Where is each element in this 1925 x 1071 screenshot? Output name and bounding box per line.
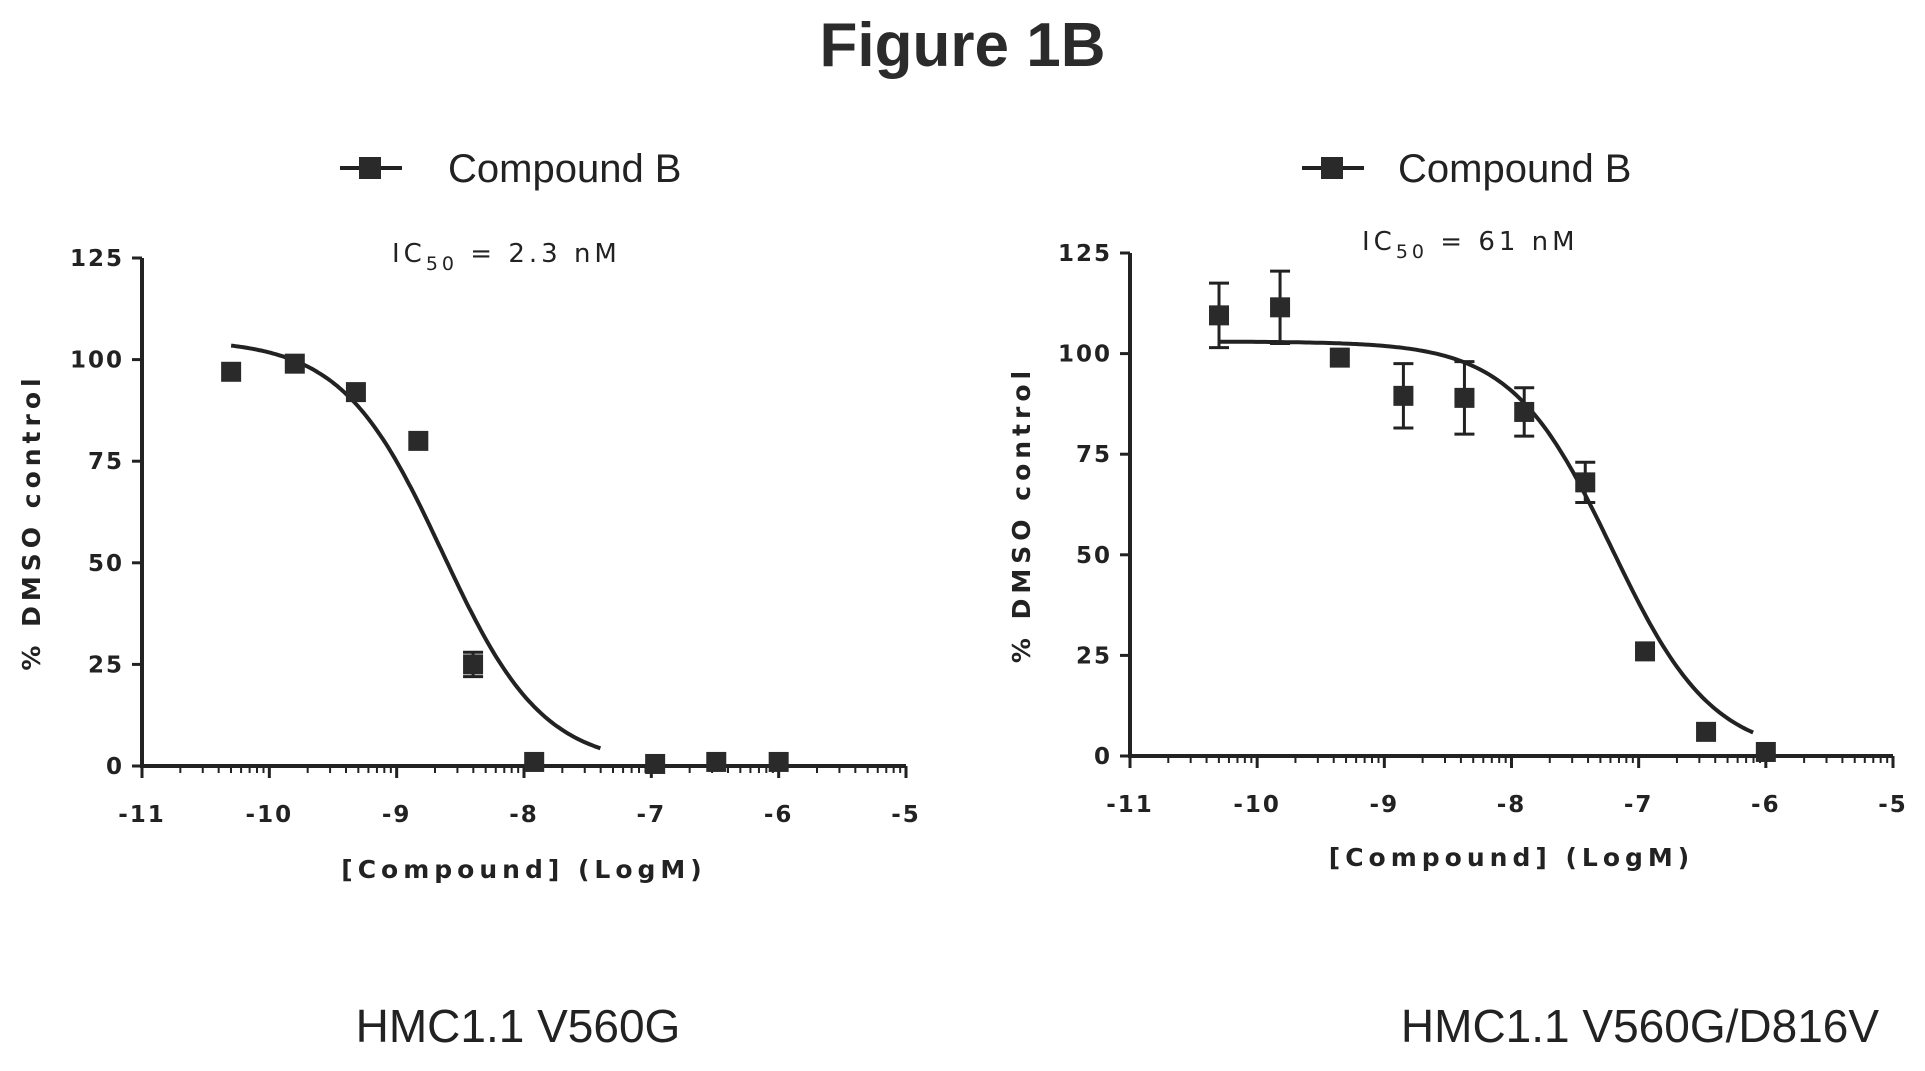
data-point — [1209, 305, 1230, 326]
legend-marker-icon — [1321, 157, 1343, 179]
ic50-annotation: IC50 = 2.3 nM — [392, 239, 621, 275]
chart-panel-left: Compound B IC50 = 2.3 nM 0 25 50 75 100 125 -11 -… — [17, 147, 921, 1052]
data-point — [706, 751, 727, 772]
panel-caption: HMC1.1 V560G/D816V — [1401, 1000, 1879, 1052]
data-point — [1270, 297, 1291, 318]
y-tick-label: 75 — [88, 449, 124, 475]
y-tick-label: 75 — [1076, 442, 1112, 468]
x-tick-label: -8 — [1497, 792, 1527, 818]
x-tick-label: -5 — [1878, 792, 1908, 818]
data-point — [284, 353, 305, 374]
data-point — [768, 751, 789, 772]
data-point — [1393, 385, 1414, 406]
figure-title: Figure 1B — [819, 11, 1106, 80]
x-tick-label: -5 — [891, 802, 921, 828]
data-point — [1755, 741, 1776, 762]
x-tick-label: -8 — [509, 802, 539, 828]
legend-entry: Compound B — [1398, 147, 1631, 191]
x-tick-label: -11 — [118, 802, 166, 828]
data-point — [1329, 347, 1350, 368]
data-point — [1454, 387, 1475, 408]
x-axis-title: [Compound] (LogM) — [341, 855, 706, 884]
y-axis-title: % DMSO control — [17, 373, 46, 670]
x-tick-label: -10 — [1233, 792, 1281, 818]
data-point — [645, 753, 666, 774]
data-point — [1575, 472, 1596, 493]
y-tick-label: 50 — [1076, 543, 1112, 569]
y-tick-label: 0 — [106, 754, 124, 780]
y-tick-label: 125 — [70, 246, 124, 272]
data-point — [1514, 401, 1535, 422]
x-tick-label: -6 — [764, 802, 794, 828]
panel-caption: HMC1.1 V560G — [356, 1000, 681, 1052]
y-tick-label: 50 — [88, 551, 124, 577]
data-point — [1696, 721, 1717, 742]
x-tick-label: -11 — [1106, 792, 1154, 818]
data-point — [524, 751, 545, 772]
y-tick-label: 25 — [1076, 643, 1112, 669]
data-point — [345, 382, 366, 403]
y-tick-label: 25 — [88, 652, 124, 678]
fit-curve — [1219, 339, 1754, 735]
y-tick-label: 100 — [1058, 342, 1112, 368]
y-tick-label: 125 — [1058, 241, 1112, 267]
x-axis-title: [Compound] (LogM) — [1329, 843, 1694, 872]
legend-marker-icon — [359, 157, 381, 179]
y-tick-label: 0 — [1094, 744, 1112, 770]
x-tick-label: -9 — [382, 802, 412, 828]
data-point — [1635, 641, 1656, 662]
y-axis-title: % DMSO control — [1007, 366, 1036, 663]
legend-entry: Compound B — [448, 147, 681, 191]
x-tick-label: -9 — [1370, 792, 1400, 818]
x-tick-label: -7 — [1624, 792, 1654, 818]
fit-curve — [230, 343, 602, 751]
data-point — [463, 654, 484, 675]
data-point — [221, 361, 242, 382]
ic50-annotation: IC50 = 61 nM — [1362, 227, 1579, 263]
chart-panel-right: Compound B IC50 = 61 nM 0 25 50 75 100 125 -11 -1… — [1007, 147, 1908, 1052]
y-tick-label: 100 — [70, 348, 124, 374]
data-point — [408, 430, 429, 451]
x-tick-label: -7 — [637, 802, 667, 828]
x-tick-label: -10 — [246, 802, 294, 828]
x-tick-label: -6 — [1751, 792, 1781, 818]
